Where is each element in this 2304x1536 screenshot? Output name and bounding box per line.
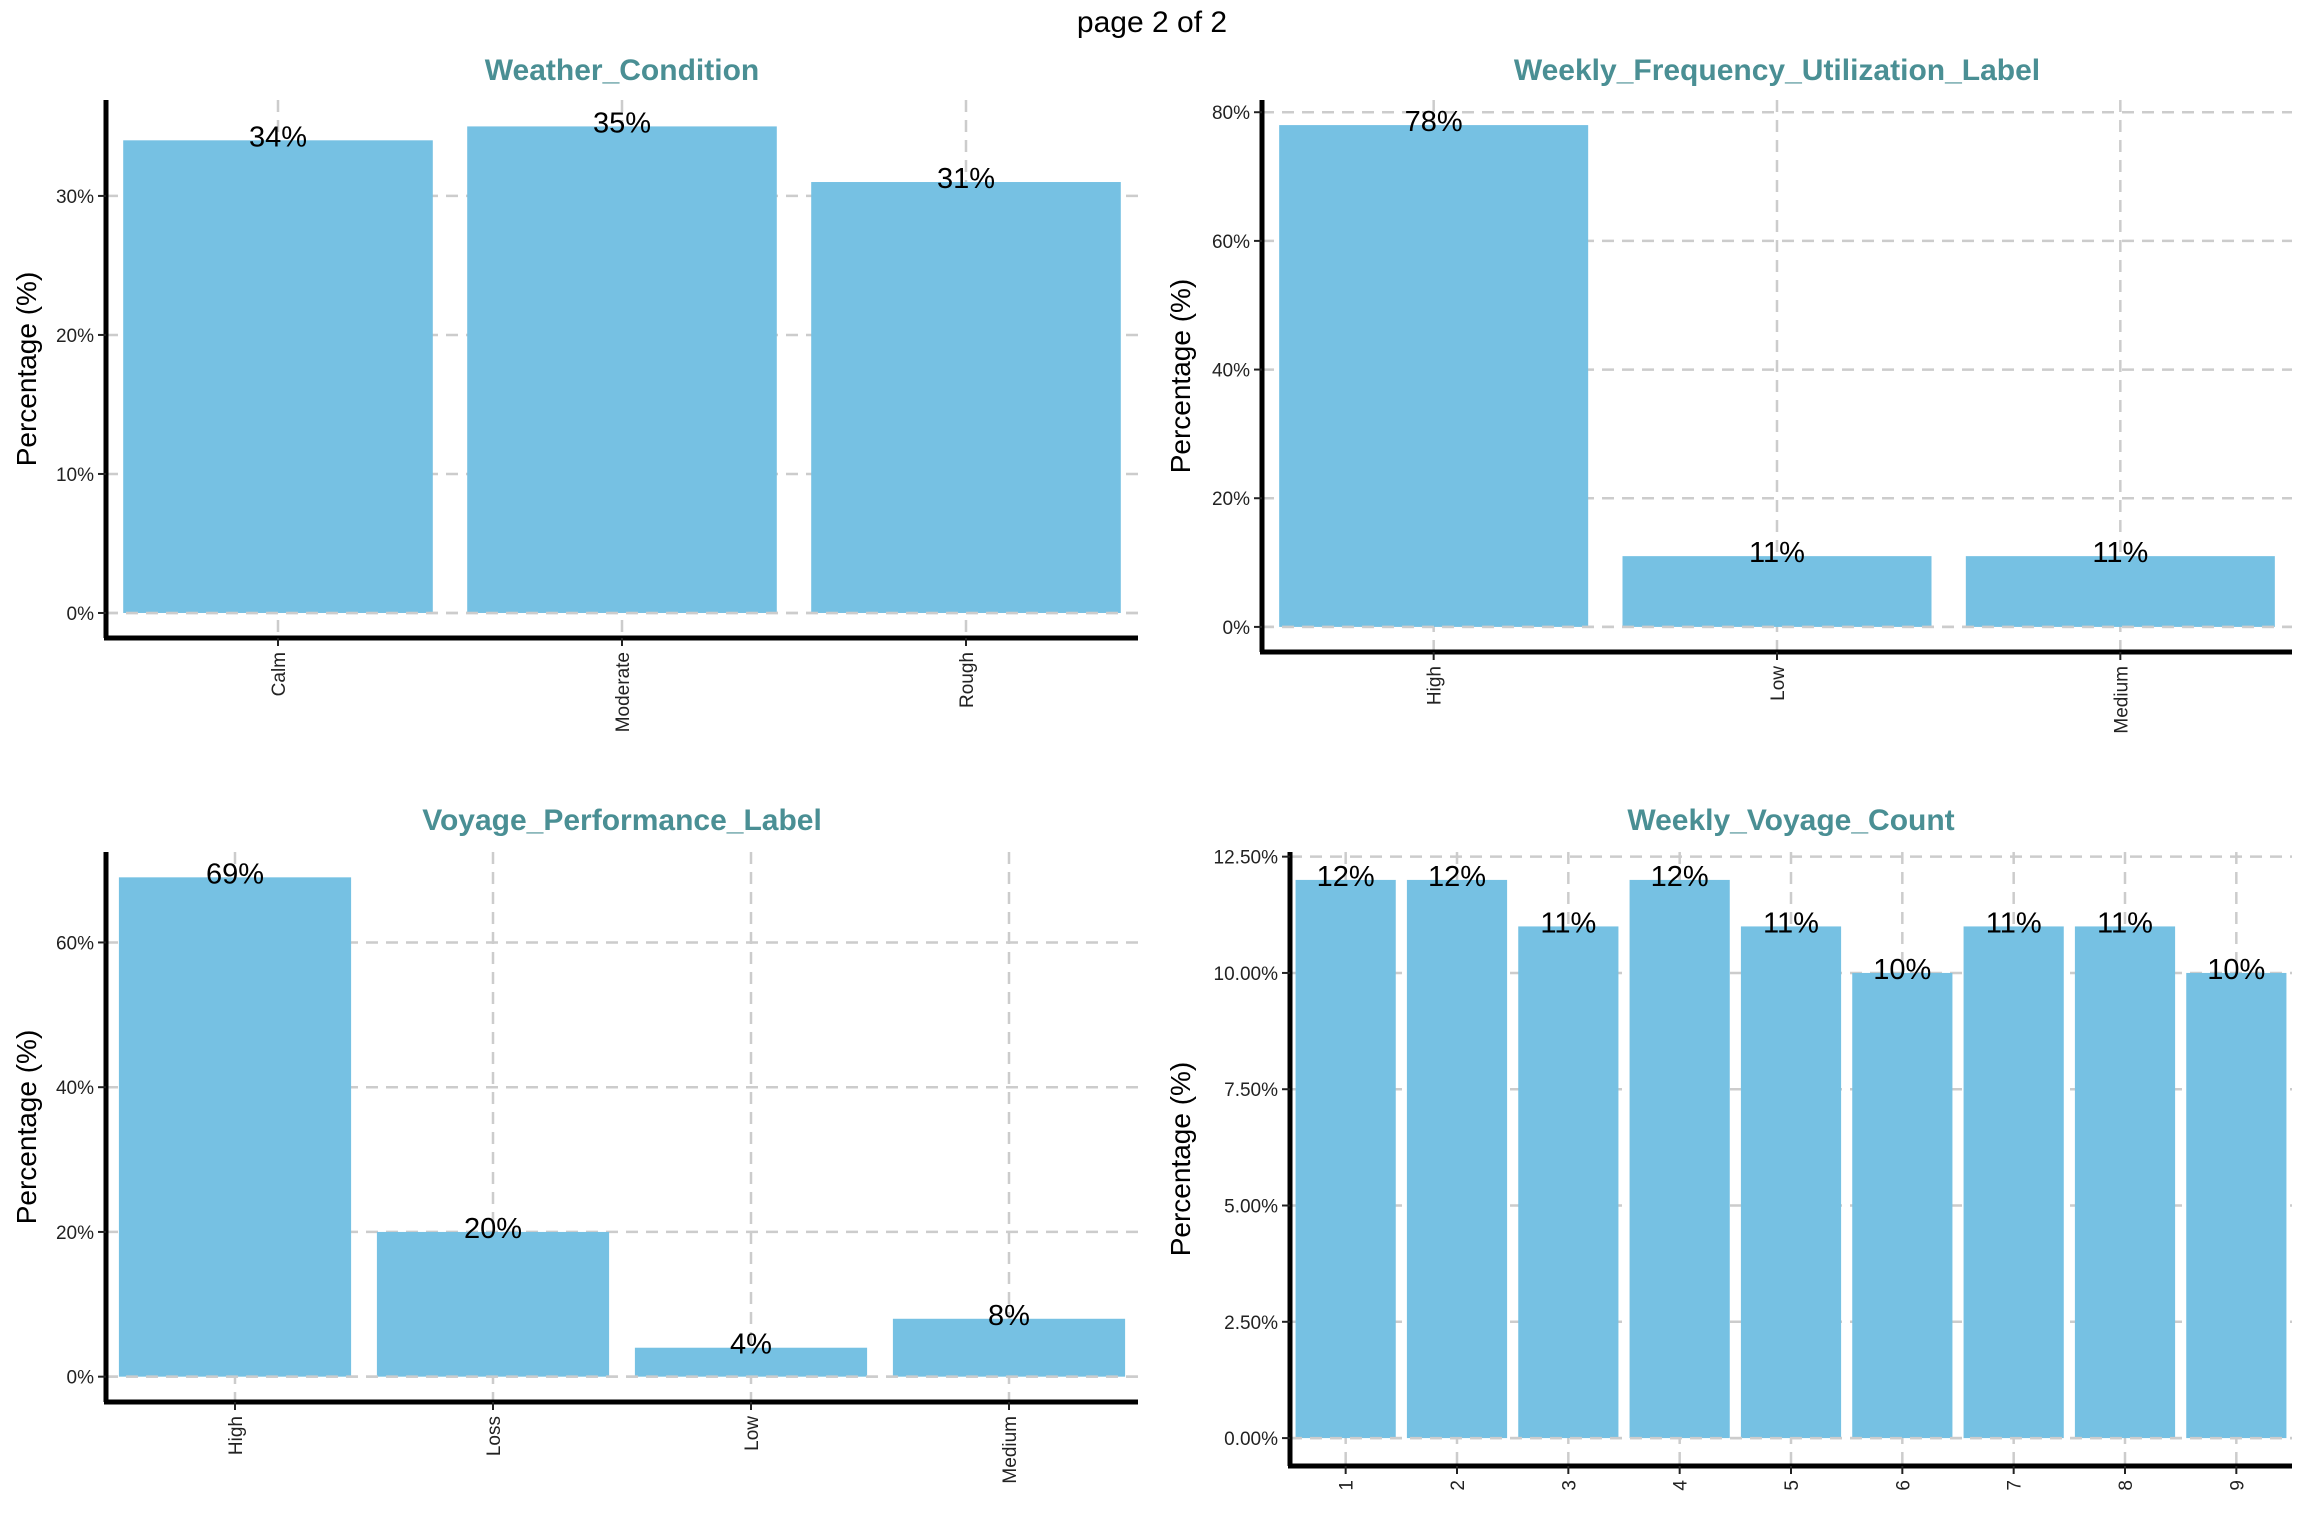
x-tick-label: High	[226, 1416, 247, 1455]
y-tick-label: 60%	[1212, 232, 1250, 253]
data-label: 8%	[988, 1300, 1030, 1332]
bar	[1740, 926, 1842, 1439]
y-tick-label: 0%	[67, 604, 95, 625]
x-tick-label: 2	[1448, 1480, 1469, 1491]
data-label: 4%	[730, 1329, 772, 1361]
data-label: 78%	[1405, 106, 1463, 138]
data-label: 11%	[2092, 537, 2148, 569]
bar	[1629, 879, 1730, 1439]
x-tick-label: 7	[2005, 1480, 2026, 1491]
bar	[1852, 972, 1953, 1439]
data-label: 69%	[206, 858, 264, 890]
data-label: 12%	[1428, 861, 1486, 893]
data-label: 35%	[593, 107, 651, 139]
y-axis-label: Percentage (%)	[11, 1030, 42, 1225]
page-title: page 2 of 2	[1076, 6, 1228, 39]
bar	[811, 182, 1121, 613]
x-tick-label: 4	[1671, 1480, 1692, 1491]
x-tick-label: 5	[1782, 1480, 1803, 1491]
data-label: 31%	[937, 163, 995, 195]
bar	[376, 1231, 610, 1377]
data-label: 12%	[1651, 861, 1709, 893]
data-label: 20%	[464, 1213, 522, 1245]
bar	[1622, 556, 1932, 627]
y-tick-label: 12.50%	[1214, 848, 1279, 869]
y-tick-label: 40%	[56, 1078, 94, 1099]
data-label: 34%	[249, 121, 307, 153]
x-tick-label: Medium	[2111, 666, 2132, 734]
y-tick-label: 0.00%	[1224, 1429, 1278, 1450]
chart-title: Weather_Condition	[485, 54, 759, 87]
data-label: 11%	[2097, 907, 2153, 939]
data-label: 10%	[2207, 954, 2265, 986]
y-tick-label: 10.00%	[1214, 964, 1279, 985]
y-tick-label: 20%	[56, 1223, 94, 1244]
bar	[118, 877, 352, 1377]
bar	[1963, 926, 2064, 1439]
data-label: 11%	[1986, 907, 2042, 939]
y-tick-label: 80%	[1212, 103, 1250, 124]
y-tick-label: 30%	[56, 187, 94, 208]
y-tick-label: 60%	[56, 933, 94, 954]
chart-title: Weekly_Frequency_Utilization_Label	[1514, 54, 2040, 87]
x-tick-label: Moderate	[613, 652, 634, 732]
y-axis-label: Percentage (%)	[1165, 1062, 1196, 1257]
bar	[1406, 879, 1508, 1439]
x-tick-label: Rough	[957, 652, 978, 708]
y-tick-label: 7.50%	[1224, 1080, 1278, 1101]
x-tick-label: Medium	[1000, 1416, 1021, 1484]
x-tick-label: High	[1425, 666, 1446, 705]
data-label: 12%	[1317, 861, 1375, 893]
y-tick-label: 0%	[1223, 618, 1251, 639]
x-tick-label: 1	[1337, 1480, 1358, 1491]
bar	[2074, 926, 2176, 1439]
y-axis-label: Percentage (%)	[1165, 279, 1196, 474]
bar	[467, 126, 777, 613]
x-tick-label: Low	[742, 1416, 763, 1451]
x-tick-label: 9	[2227, 1480, 2248, 1491]
bar	[1295, 879, 1396, 1439]
x-tick-label: 6	[1893, 1480, 1914, 1491]
x-tick-label: 3	[1559, 1480, 1580, 1491]
data-label: 11%	[1763, 907, 1819, 939]
x-tick-label: Calm	[269, 652, 290, 696]
y-tick-label: 20%	[1212, 489, 1250, 510]
bar	[1518, 926, 1619, 1439]
data-label: 11%	[1540, 907, 1596, 939]
y-tick-label: 10%	[56, 465, 94, 486]
bar	[123, 140, 433, 613]
y-tick-label: 0%	[67, 1368, 95, 1389]
y-tick-label: 2.50%	[1224, 1313, 1278, 1334]
y-tick-label: 5.00%	[1224, 1197, 1278, 1218]
x-tick-label: 8	[2116, 1480, 2137, 1491]
x-tick-label: Low	[1768, 666, 1789, 701]
data-label: 10%	[1873, 954, 1931, 986]
y-axis-label: Percentage (%)	[11, 272, 42, 467]
bar	[634, 1347, 868, 1377]
bar	[2186, 972, 2287, 1439]
bar	[1965, 556, 2275, 627]
y-tick-label: 20%	[56, 326, 94, 347]
y-tick-label: 40%	[1212, 361, 1250, 382]
chart-title: Voyage_Performance_Label	[422, 804, 822, 837]
chart-title: Weekly_Voyage_Count	[1627, 804, 1954, 837]
data-label: 11%	[1749, 537, 1805, 569]
bar	[892, 1318, 1126, 1377]
bar	[1279, 125, 1589, 627]
x-tick-label: Loss	[484, 1416, 505, 1456]
